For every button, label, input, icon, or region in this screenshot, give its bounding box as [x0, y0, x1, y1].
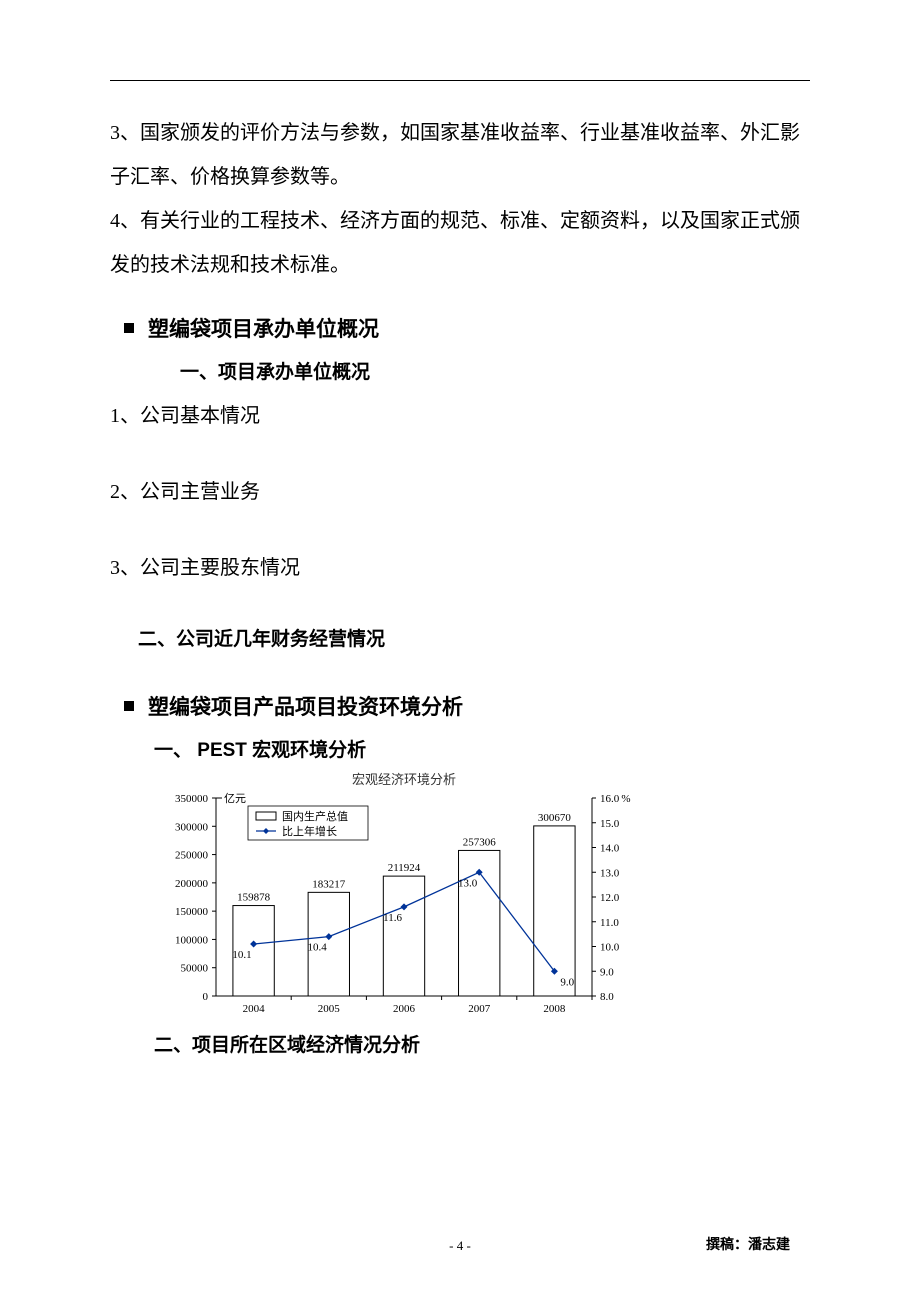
svg-text:8.0: 8.0	[600, 991, 614, 1003]
svg-text:2008: 2008	[543, 1003, 566, 1015]
paragraph-4: 4、有关行业的工程技术、经济方面的规范、标准、定额资料，以及国家正式颁发的技术法…	[110, 199, 810, 287]
svg-text:宏观经济环境分析: 宏观经济环境分析	[352, 772, 456, 787]
item-company-business: 2、公司主营业务	[110, 472, 810, 512]
svg-text:350000: 350000	[175, 793, 209, 805]
item-company-basic: 1、公司基本情况	[110, 396, 810, 436]
svg-text:0: 0	[203, 991, 209, 1003]
section-a-sub1: 一、项目承办单位概况	[180, 357, 810, 384]
svg-text:159878: 159878	[237, 892, 270, 904]
svg-text:13.0: 13.0	[458, 877, 478, 889]
svg-text:15.0: 15.0	[600, 818, 620, 830]
svg-text:2006: 2006	[393, 1003, 416, 1015]
svg-text:12.0: 12.0	[600, 892, 620, 904]
svg-text:150000: 150000	[175, 906, 209, 918]
svg-text:11.0: 11.0	[600, 917, 619, 929]
svg-text:183217: 183217	[312, 878, 346, 890]
header-rule	[110, 80, 810, 81]
svg-text:11.6: 11.6	[383, 912, 402, 924]
section-a-title: 塑编袋项目承办单位概况	[148, 313, 379, 343]
svg-text:亿元: 亿元	[224, 792, 246, 805]
bullet-icon	[124, 701, 134, 711]
svg-text:13.0: 13.0	[600, 867, 620, 879]
item-company-shareholders: 3、公司主要股东情况	[110, 548, 810, 588]
svg-text:200000: 200000	[175, 878, 209, 890]
section-b-sub2: 二、项目所在区域经济情况分析	[154, 1030, 810, 1057]
svg-text:10.4: 10.4	[308, 942, 328, 954]
svg-text:10.0: 10.0	[600, 942, 620, 954]
section-b-title: 塑编袋项目产品项目投资环境分析	[148, 691, 463, 721]
svg-text:100000: 100000	[175, 934, 209, 946]
svg-text:2004: 2004	[243, 1003, 266, 1015]
section-b-heading: 塑编袋项目产品项目投资环境分析	[124, 691, 810, 721]
svg-text:2005: 2005	[318, 1003, 341, 1015]
svg-text:300000: 300000	[175, 821, 209, 833]
paragraph-3: 3、国家颁发的评价方法与参数，如国家基准收益率、行业基准收益率、外汇影子汇率、价…	[110, 111, 810, 199]
section-a-heading: 塑编袋项目承办单位概况	[124, 313, 810, 343]
author-credit: 撰稿：潘志建	[706, 1234, 790, 1254]
svg-text:14.0: 14.0	[600, 843, 620, 855]
svg-text:250000: 250000	[175, 850, 209, 862]
svg-text:257306: 257306	[463, 836, 497, 848]
svg-text:211924: 211924	[388, 862, 421, 874]
svg-text:9.0: 9.0	[560, 976, 574, 988]
svg-text:国内生产总值: 国内生产总值	[282, 809, 348, 823]
svg-text:300670: 300670	[538, 812, 572, 824]
section-b-sub1: 一、 PEST 宏观环境分析	[154, 735, 810, 762]
svg-text:10.1: 10.1	[232, 949, 251, 961]
svg-text:2007: 2007	[468, 1003, 491, 1015]
svg-text:比上年增长: 比上年增长	[282, 824, 337, 838]
section-a-sub2: 二、公司近几年财务经营情况	[138, 624, 810, 651]
bullet-icon	[124, 323, 134, 333]
svg-text:16.0: 16.0	[600, 793, 620, 805]
svg-text:%: %	[621, 793, 630, 805]
macro-chart: 宏观经济环境分析亿元% 国内生产总值比上年增长 0 50000 100000 150000…	[154, 768, 654, 1028]
svg-text:9.0: 9.0	[600, 966, 614, 978]
svg-text:50000: 50000	[181, 963, 209, 975]
